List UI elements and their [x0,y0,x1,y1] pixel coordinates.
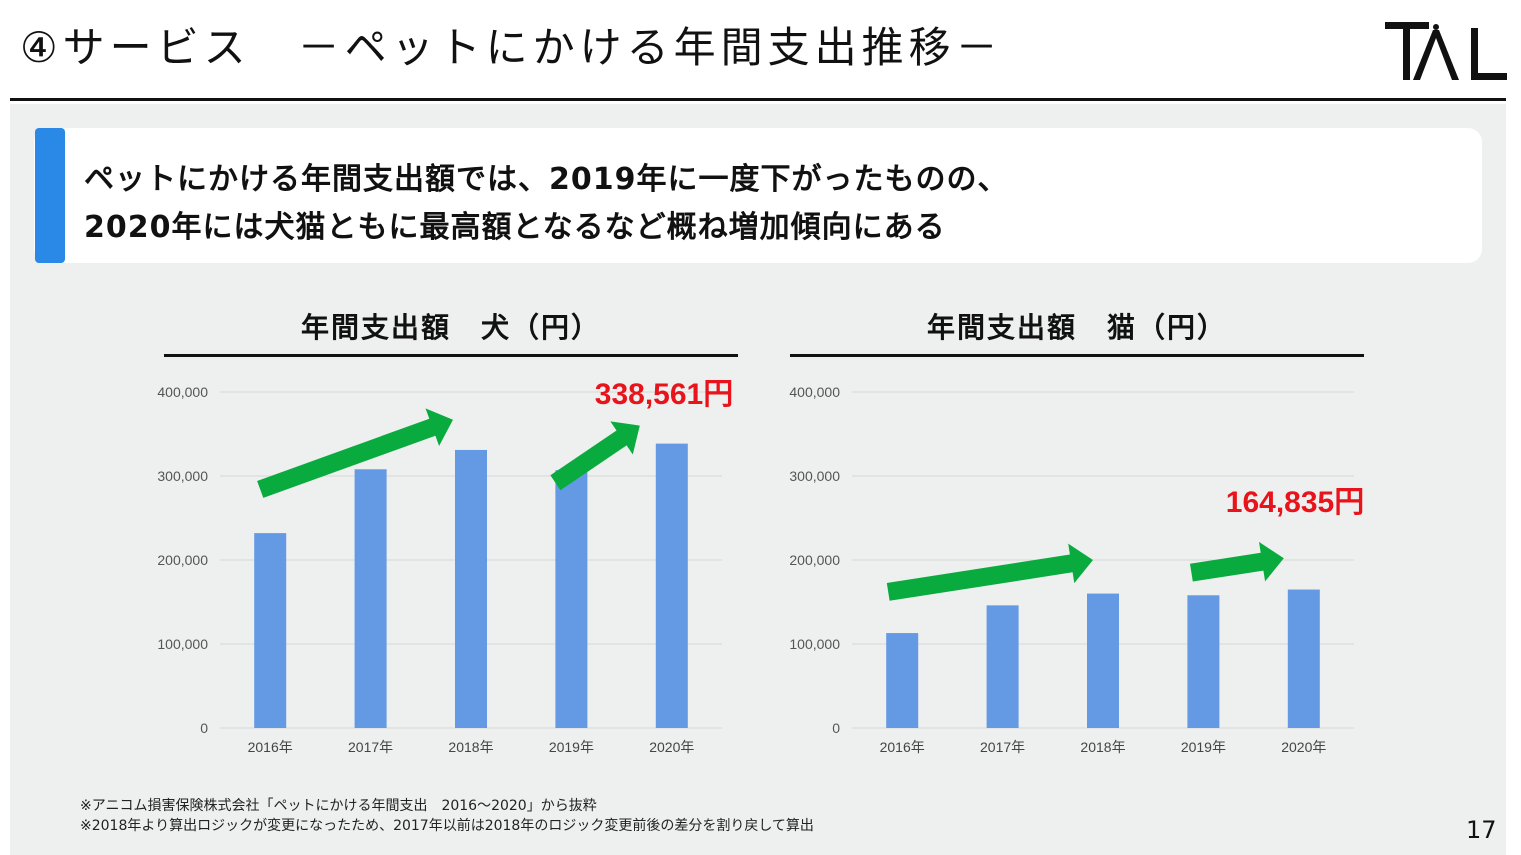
cat-y-tick-label: 0 [832,720,840,736]
cat-bar-2016 [886,633,919,728]
dog-bar-2018 [455,449,487,728]
company-logo [1385,22,1507,80]
dog-trend-arrow-1 [257,408,453,498]
cat-chart-title: 年間支出額 猫（円） [926,311,1227,344]
dog-y-tick-label: 0 [200,720,208,736]
dog-bar-2016 [254,533,287,728]
cat-bar-2019 [1187,595,1220,728]
dog-bar-2017 [354,469,387,728]
cat-y-tick-label: 400,000 [789,384,840,400]
dog-expense-chart: 0 100,000 200,000 300,000 400,000 2016年 2017年 2… [157,378,733,755]
cat-x-tick-label: 2017年 [980,739,1025,755]
key-message-box [34,128,1482,263]
cat-bar-2017 [986,605,1019,728]
cat-chart-title-rule [790,354,1364,357]
cat-bar-2020 [1287,589,1320,728]
page-number: 17 [1466,816,1497,844]
page-title: ④サービス －ペットにかける年間支出推移－ [20,23,1003,72]
title-underline [10,98,1506,101]
key-message-accent [35,128,65,263]
cat-highlight-value: 164,835円 [1226,486,1364,519]
cat-x-tick-label: 2019年 [1181,739,1226,755]
cat-bar-2018 [1087,593,1119,728]
dog-y-tick-label: 300,000 [157,468,208,484]
dog-x-tick-label: 2019年 [549,739,594,755]
footnote-method: ※2018年より算出ロジックが変更になったため、2017年以前は2018年のロジ… [80,818,814,834]
cat-y-tick-label: 300,000 [789,468,840,484]
cat-x-tick-label: 2020年 [1281,739,1326,755]
cat-x-tick-label: 2016年 [880,739,925,755]
dog-bar-2020 [655,443,688,728]
dog-chart-title-rule [164,354,738,357]
cat-expense-chart: 0 100,000 200,000 300,000 400,000 2016年 2017年 2… [789,384,1364,755]
dog-bar-2019 [555,470,588,728]
dog-x-tick-label: 2018年 [448,739,493,755]
key-message-line-2: 2020年には犬猫ともに最高額となるなど概ね増加傾向にある [84,210,946,245]
dog-chart-title: 年間支出額 犬（円） [300,311,601,344]
dog-y-tick-label: 100,000 [157,636,208,652]
footnote-source: ※アニコム損害保険株式会社「ペットにかける年間支出 2016～2020」から抜粋 [80,798,597,814]
dog-y-tick-label: 400,000 [157,384,208,400]
cat-trend-arrow-2 [1190,541,1284,582]
cat-trend-arrow-1 [886,543,1093,601]
cat-y-tick-label: 100,000 [789,636,840,652]
cat-x-tick-label: 2018年 [1080,739,1125,755]
dog-x-tick-label: 2020年 [649,739,694,755]
dog-highlight-value: 338,561円 [595,378,733,411]
dog-x-tick-label: 2016年 [248,739,293,755]
key-message-line-1: ペットにかける年間支出額では、2019年に一度下がったものの、 [84,162,1009,197]
cat-y-tick-label: 200,000 [789,552,840,568]
dog-trend-arrow-2 [550,421,640,491]
dog-y-tick-label: 200,000 [157,552,208,568]
dog-x-tick-label: 2017年 [348,739,393,755]
